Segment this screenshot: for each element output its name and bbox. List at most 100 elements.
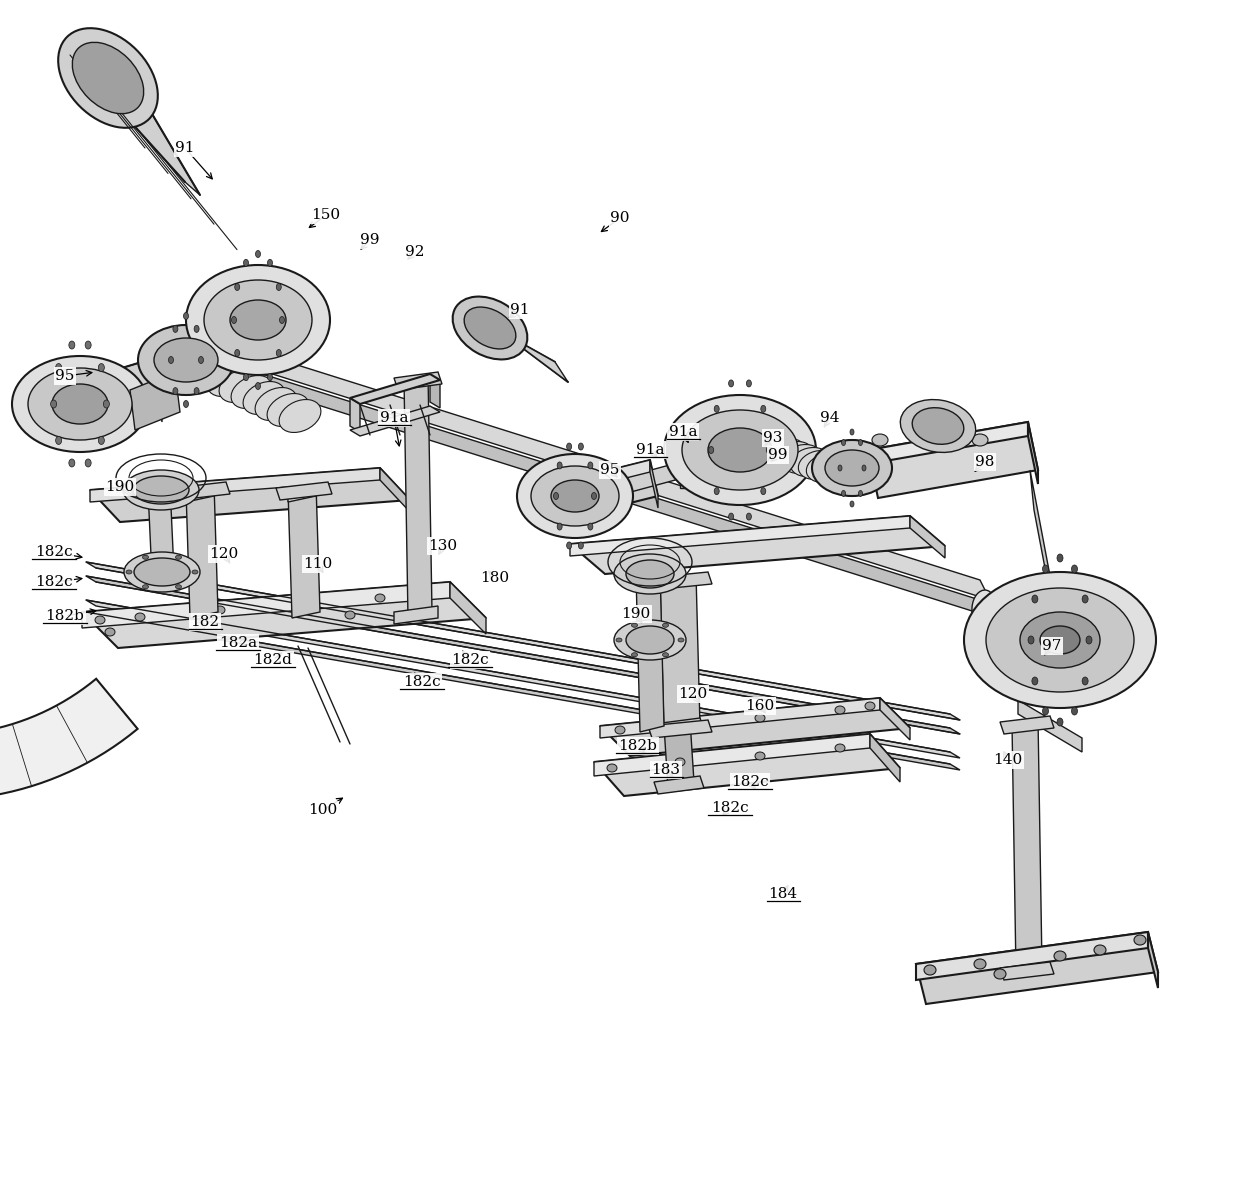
Text: 91a: 91a [379,411,408,425]
Ellipse shape [663,395,816,505]
Polygon shape [1058,618,1061,669]
Ellipse shape [924,965,936,975]
Ellipse shape [56,364,62,372]
Polygon shape [288,484,320,618]
Polygon shape [130,372,180,431]
Polygon shape [82,358,155,380]
Ellipse shape [678,637,684,642]
Polygon shape [218,340,990,600]
Ellipse shape [578,542,583,549]
Ellipse shape [135,614,145,621]
Ellipse shape [567,443,572,450]
Ellipse shape [972,590,996,626]
Ellipse shape [243,382,285,415]
Ellipse shape [553,493,558,500]
Text: 182d: 182d [253,653,293,667]
Ellipse shape [567,542,572,549]
Ellipse shape [986,588,1135,692]
Text: 110: 110 [304,557,332,570]
Text: 182c: 182c [403,675,440,689]
Ellipse shape [708,428,773,472]
Text: 182b: 182b [619,739,657,753]
Ellipse shape [838,465,842,471]
Ellipse shape [578,443,583,450]
Text: 120: 120 [210,547,238,561]
Ellipse shape [234,283,239,291]
Ellipse shape [1086,636,1092,643]
Text: 182a: 182a [219,636,257,649]
Ellipse shape [1071,707,1078,715]
Ellipse shape [631,623,637,627]
Polygon shape [394,606,438,624]
Ellipse shape [557,462,562,469]
Ellipse shape [766,446,771,453]
Ellipse shape [195,388,200,395]
Ellipse shape [184,401,188,408]
Ellipse shape [591,493,596,500]
Ellipse shape [215,606,224,614]
Ellipse shape [1094,945,1106,954]
Polygon shape [288,484,316,502]
Ellipse shape [746,380,751,388]
Polygon shape [0,395,138,800]
Text: 98: 98 [976,454,994,469]
Text: 182c: 182c [732,775,769,789]
Ellipse shape [714,405,719,413]
Text: 95: 95 [56,370,74,383]
Text: 182: 182 [191,615,219,629]
Ellipse shape [255,250,260,257]
Ellipse shape [790,447,830,476]
Ellipse shape [729,513,734,520]
Ellipse shape [169,356,174,364]
Text: 180: 180 [480,570,510,585]
Text: 182b: 182b [46,609,84,623]
Polygon shape [379,468,410,512]
Polygon shape [430,374,440,408]
Ellipse shape [900,399,976,452]
Ellipse shape [1083,677,1089,685]
Ellipse shape [154,338,218,382]
Ellipse shape [588,462,593,469]
Ellipse shape [557,523,562,530]
Ellipse shape [98,364,104,372]
Text: 97: 97 [1043,639,1061,653]
Ellipse shape [195,622,205,630]
Ellipse shape [1083,594,1089,603]
Polygon shape [1083,618,1087,684]
Ellipse shape [124,553,200,592]
Polygon shape [999,716,1054,734]
Ellipse shape [186,266,330,376]
Ellipse shape [86,341,92,349]
Ellipse shape [1032,594,1038,603]
Ellipse shape [761,488,766,495]
Text: 95: 95 [600,463,620,477]
Ellipse shape [714,488,719,495]
Ellipse shape [913,408,963,444]
Ellipse shape [815,457,853,486]
Ellipse shape [782,445,822,474]
Ellipse shape [219,370,260,403]
Ellipse shape [1043,707,1049,715]
Text: 182c: 182c [35,545,73,559]
Ellipse shape [255,383,260,390]
Ellipse shape [1021,612,1100,669]
Ellipse shape [835,706,844,714]
Polygon shape [1028,422,1038,484]
Polygon shape [578,460,650,490]
Ellipse shape [1056,718,1063,726]
Polygon shape [86,600,960,758]
Ellipse shape [172,388,177,395]
Polygon shape [636,568,663,732]
Ellipse shape [171,346,213,378]
Polygon shape [600,698,910,756]
Text: 182c: 182c [712,801,749,814]
Ellipse shape [69,459,74,466]
Ellipse shape [176,585,181,588]
Ellipse shape [415,591,425,599]
Text: 150: 150 [311,208,341,222]
Ellipse shape [972,434,988,446]
Polygon shape [614,446,742,496]
Ellipse shape [1032,677,1038,685]
Text: 99: 99 [769,448,787,462]
Ellipse shape [963,572,1156,708]
